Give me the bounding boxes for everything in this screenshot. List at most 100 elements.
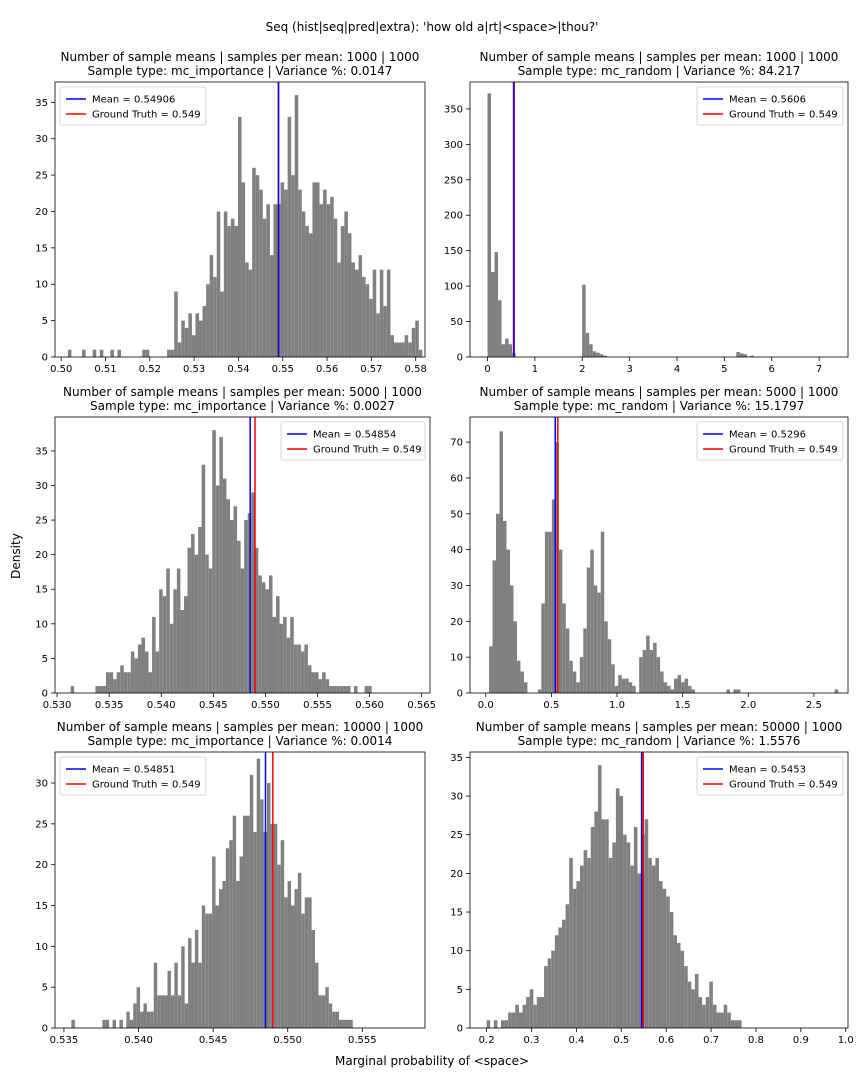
histogram-bar [709, 981, 713, 1028]
histogram-bar [491, 271, 495, 357]
legend-truth-label: Ground Truth = 0.549 [92, 110, 201, 121]
chart-panel-1: Number of sample means | samples per mea… [35, 50, 427, 375]
histogram-bar [109, 672, 114, 693]
y-tick-label: 60 [450, 473, 463, 484]
histogram-bar [733, 689, 737, 693]
histogram-bar [181, 320, 185, 357]
histogram-bar [208, 913, 213, 1028]
histogram-bar [639, 657, 643, 693]
histogram-bar [625, 678, 629, 693]
histogram-bar [590, 549, 594, 693]
histogram-bar [404, 335, 409, 357]
legend: Mean = 0.5296 Ground Truth = 0.549 [696, 421, 844, 461]
histogram-bar [208, 568, 213, 693]
x-tick-label: 2.0 [740, 700, 756, 711]
histogram-bar [201, 905, 206, 1028]
y-tick-label: 15 [35, 243, 48, 254]
histogram-bar [332, 686, 337, 693]
histogram-bar [307, 665, 312, 693]
histogram-bar [594, 811, 598, 1028]
histogram-bar [248, 269, 253, 357]
histogram-bar [648, 857, 652, 1028]
x-tick-label: 0.53 [183, 364, 205, 375]
histogram-bar [739, 353, 744, 357]
histogram-bar [143, 1003, 147, 1028]
legend-box [59, 86, 207, 126]
histogram-bar [330, 196, 334, 357]
y-tick-label: 50 [450, 509, 463, 520]
y-tick-label: 15 [450, 908, 463, 919]
histogram-bar [312, 182, 316, 357]
x-tick-label: 1.5 [675, 700, 691, 711]
chart-title-line1: Number of sample means | samples per mea… [61, 50, 420, 64]
x-tick-label: 0.6 [658, 1035, 674, 1046]
histogram-bar [279, 623, 284, 693]
histogram-bar [244, 520, 248, 693]
histogram-bar [562, 603, 566, 693]
histogram-bar [153, 962, 158, 1028]
histogram-bar [329, 686, 333, 693]
histogram-bar [372, 269, 377, 357]
histogram-bar [600, 531, 605, 693]
histogram-bar [262, 218, 267, 357]
x-tick-label: 0.3 [524, 1035, 540, 1046]
histogram-bar [261, 582, 266, 693]
histogram-bar [191, 533, 195, 693]
histogram-bar [113, 679, 117, 693]
histogram-bar [173, 589, 177, 693]
x-tick-label: 0.55 [272, 364, 294, 375]
histogram-bar [515, 1004, 519, 1028]
plot-frame [54, 751, 426, 1029]
histogram-bar [750, 355, 754, 357]
histogram-bar [712, 1004, 717, 1028]
histogram-bar [691, 689, 696, 693]
histogram-bar [501, 344, 506, 357]
histogram-bar [597, 592, 601, 693]
histogram-bar [130, 651, 135, 693]
histogram-bar [209, 255, 214, 357]
histogram-bar [544, 531, 549, 693]
y-tick-label: 10 [35, 280, 48, 291]
histogram-bar [145, 651, 149, 693]
x-tick-label: 0.56 [316, 364, 338, 375]
histogram-bar [176, 568, 181, 693]
y-tick-label: 0 [42, 689, 48, 700]
histogram-bar [205, 554, 209, 693]
histogram-bar [511, 1012, 516, 1028]
histogram-bar [411, 327, 416, 357]
histogram-bar [119, 1019, 123, 1028]
histogram-bar [621, 678, 626, 693]
histogram-bar [642, 649, 647, 693]
histogram-bar [177, 342, 182, 357]
histogram-bar [603, 355, 607, 357]
histogram-bar [140, 1011, 144, 1028]
y-tick-label: 350 [444, 104, 463, 115]
histogram-bar [267, 783, 271, 1028]
chart-title-line1: Number of sample means | samples per mea… [63, 385, 422, 399]
histogram-bar [734, 1020, 739, 1028]
histogram-bar [335, 1011, 340, 1028]
histogram-bar [187, 547, 192, 693]
histogram-bar [505, 338, 509, 357]
histogram-bar [241, 182, 246, 357]
histogram-bar [669, 912, 674, 1028]
legend: Mean = 0.54854 Ground Truth = 0.549 [280, 421, 426, 461]
histogram-bar [340, 226, 345, 357]
histogram-bar [237, 540, 241, 693]
histogram-bar [626, 842, 631, 1028]
plot-frame [469, 416, 849, 694]
y-tick-label: 5 [42, 654, 48, 665]
histogram-bar [308, 233, 313, 357]
histogram-bar [315, 672, 319, 693]
histogram-bar [297, 644, 301, 693]
histogram-bar [201, 464, 206, 693]
y-tick-label: 200 [444, 211, 463, 222]
histogram-bar [92, 349, 97, 357]
histogram-bar [238, 116, 242, 358]
histogram-bar [245, 262, 249, 357]
histogram-bar [547, 958, 552, 1028]
histogram-bar [206, 284, 210, 357]
histogram-bar [294, 889, 298, 1028]
histogram-bar [71, 1019, 75, 1028]
histogram-bar [369, 298, 373, 357]
